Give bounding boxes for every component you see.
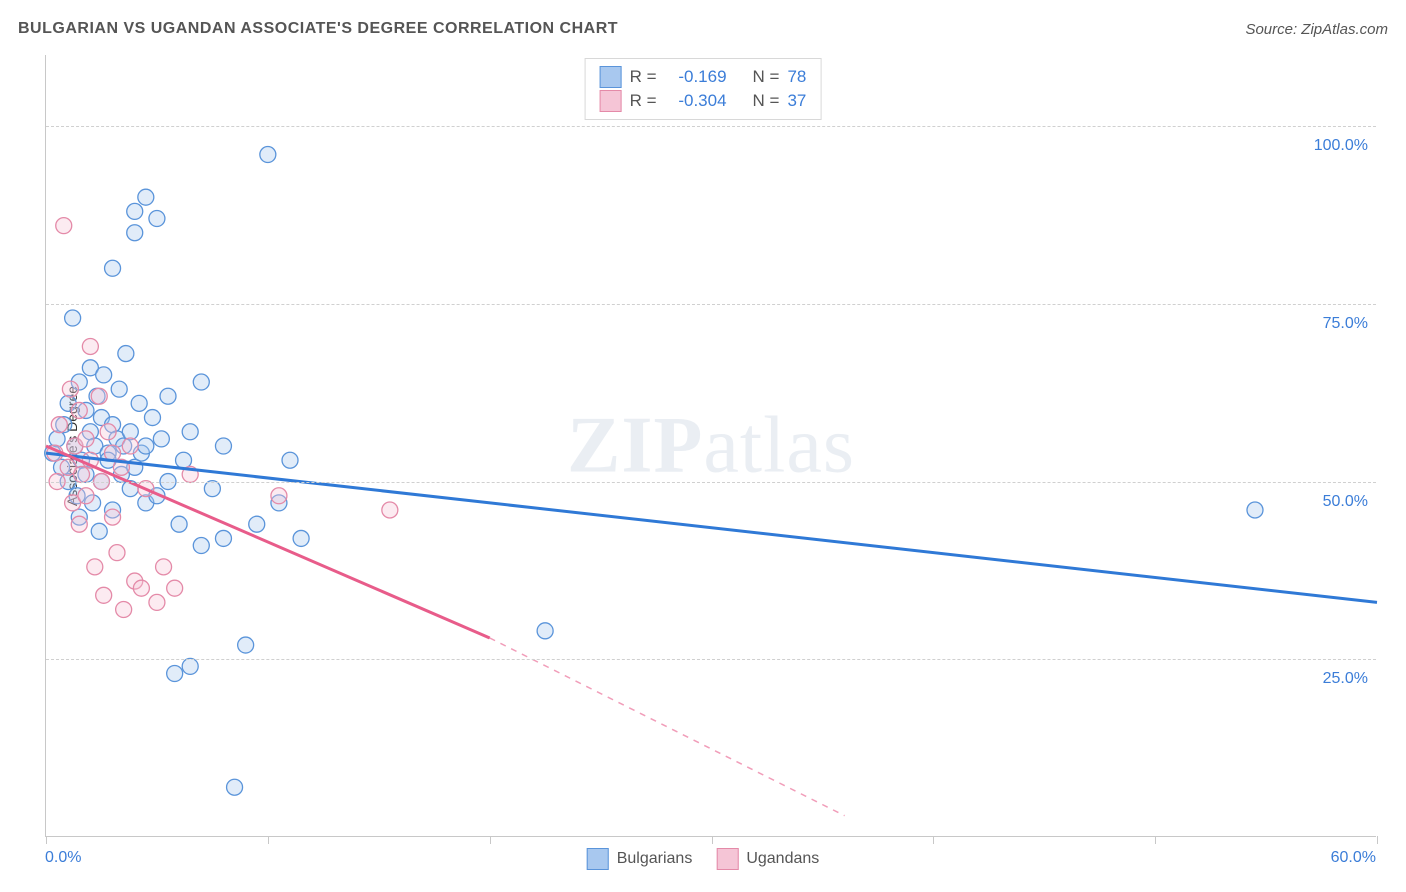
data-point [215, 438, 231, 454]
x-tick [1155, 836, 1156, 844]
data-point [73, 466, 89, 482]
y-tick-label: 50.0% [1323, 493, 1368, 511]
data-point [193, 374, 209, 390]
data-point [131, 395, 147, 411]
data-point [118, 346, 134, 362]
data-point [193, 538, 209, 554]
data-point [167, 665, 183, 681]
trend-line [46, 446, 490, 638]
data-point [109, 545, 125, 561]
data-point [249, 516, 265, 532]
data-point [171, 516, 187, 532]
data-point [62, 381, 78, 397]
data-point [1247, 502, 1263, 518]
gridline-h [46, 304, 1376, 305]
x-tick [712, 836, 713, 844]
data-point [204, 481, 220, 497]
data-point [87, 559, 103, 575]
data-point [160, 388, 176, 404]
trend-line-extrapolated [490, 638, 845, 816]
data-point [149, 594, 165, 610]
data-point [537, 623, 553, 639]
data-point [133, 580, 149, 596]
x-tick [46, 836, 47, 844]
data-point [65, 310, 81, 326]
data-point [78, 488, 94, 504]
legend-item-ugandans: Ugandans [716, 848, 819, 870]
data-point [271, 488, 287, 504]
data-point [293, 530, 309, 546]
data-point [105, 509, 121, 525]
correlation-legend: R = -0.169 N = 78 R = -0.304 N = 37 [585, 58, 822, 120]
data-point [51, 417, 67, 433]
data-point [167, 580, 183, 596]
chart-source: Source: ZipAtlas.com [1245, 21, 1388, 38]
x-tick [490, 836, 491, 844]
data-point [149, 211, 165, 227]
n-value-1: 78 [787, 65, 806, 89]
chart-title: BULGARIAN VS UGANDAN ASSOCIATE'S DEGREE … [18, 20, 618, 38]
data-point [116, 602, 132, 618]
data-point [182, 658, 198, 674]
r-value-1: -0.169 [665, 65, 727, 89]
trend-line [46, 453, 1377, 602]
y-tick-label: 75.0% [1323, 315, 1368, 333]
data-point [176, 452, 192, 468]
data-point [78, 431, 94, 447]
y-tick-label: 25.0% [1323, 670, 1368, 688]
data-point [138, 189, 154, 205]
data-point [153, 431, 169, 447]
legend-row-1: R = -0.169 N = 78 [600, 65, 807, 89]
data-point [215, 530, 231, 546]
data-point [96, 367, 112, 383]
data-point [227, 779, 243, 795]
data-point [71, 402, 87, 418]
data-point [122, 438, 138, 454]
gridline-h [46, 659, 1376, 660]
series-legend: Bulgarians Ugandans [587, 848, 820, 870]
n-value-2: 37 [787, 89, 806, 113]
chart-svg [46, 55, 1376, 836]
data-point [144, 410, 160, 426]
gridline-h [46, 482, 1376, 483]
data-point [105, 260, 121, 276]
data-point [82, 338, 98, 354]
chart-plot-area: ZIPatlas 25.0%50.0%75.0%100.0% [45, 55, 1376, 837]
data-point [71, 516, 87, 532]
x-tick [933, 836, 934, 844]
legend-row-2: R = -0.304 N = 37 [600, 89, 807, 113]
legend-swatch-icon [587, 848, 609, 870]
data-point [49, 431, 65, 447]
data-point [182, 424, 198, 440]
data-point [156, 559, 172, 575]
legend-swatch-ugandans [600, 90, 622, 112]
data-point [96, 587, 112, 603]
data-point [111, 381, 127, 397]
data-point [127, 225, 143, 241]
data-point [56, 218, 72, 234]
data-point [138, 438, 154, 454]
r-value-2: -0.304 [665, 89, 727, 113]
data-point [100, 424, 116, 440]
data-point [260, 147, 276, 163]
data-point [127, 203, 143, 219]
legend-swatch-bulgarians [600, 66, 622, 88]
data-point [91, 388, 107, 404]
y-tick-label: 100.0% [1314, 137, 1368, 155]
data-point [91, 523, 107, 539]
legend-item-bulgarians: Bulgarians [587, 848, 693, 870]
gridline-h [46, 126, 1376, 127]
x-max-label: 60.0% [1331, 849, 1376, 867]
legend-swatch-icon [716, 848, 738, 870]
x-min-label: 0.0% [45, 849, 81, 867]
x-tick [268, 836, 269, 844]
x-tick [1377, 836, 1378, 844]
data-point [282, 452, 298, 468]
data-point [382, 502, 398, 518]
data-point [238, 637, 254, 653]
